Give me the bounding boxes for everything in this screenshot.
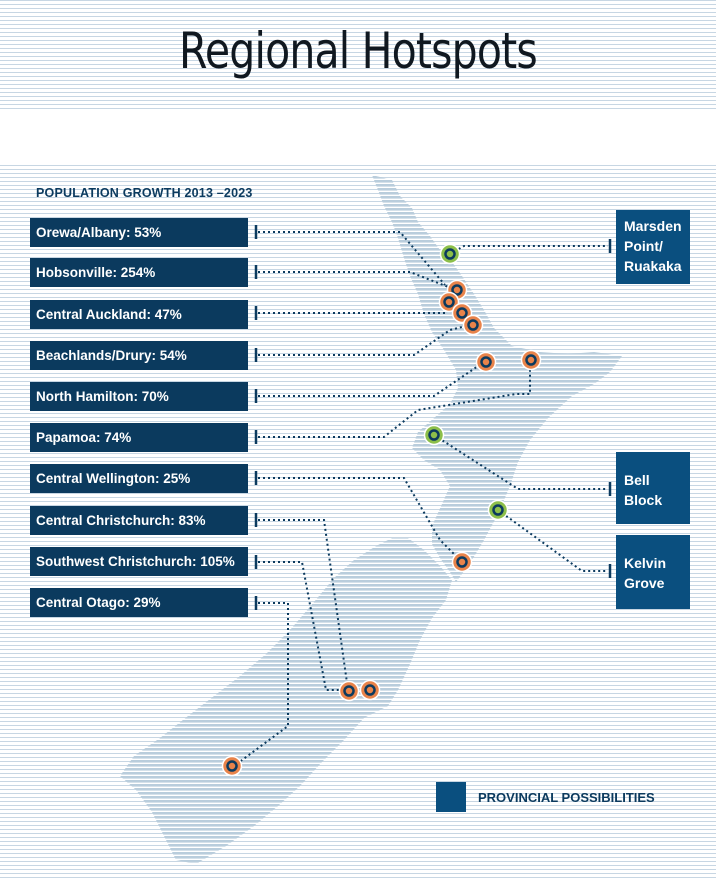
label-southwest-christchurch: Southwest Christchurch: 105% bbox=[30, 547, 248, 576]
provincial-label-bell-block: Bell Block bbox=[616, 452, 690, 524]
marker-beachlands bbox=[462, 314, 484, 336]
marker-central-otago bbox=[221, 755, 243, 777]
label-orewa-albany: Orewa/Albany: 53% bbox=[30, 218, 248, 247]
leader-lines bbox=[233, 231, 608, 767]
marker-bell-block bbox=[423, 424, 445, 446]
provincial-label-kelvin-grove: Kelvin Grove bbox=[616, 535, 690, 609]
label-north-hamilton: North Hamilton: 70% bbox=[30, 382, 248, 411]
leader-line-kelvin-grove bbox=[497, 509, 608, 572]
provincial-label-line: Bell bbox=[624, 472, 650, 488]
south-island-shape bbox=[120, 538, 452, 864]
provincial-label-line: Ruakaka bbox=[624, 258, 682, 274]
label-central-wellington: Central Wellington: 25% bbox=[30, 464, 248, 493]
chart-subtitle: POPULATION GROWTH 2013 –2023 bbox=[36, 186, 253, 200]
label-beachlands-drury: Beachlands/Drury: 54% bbox=[30, 341, 248, 370]
leader-line-hobsonville bbox=[258, 271, 457, 291]
label-hobsonville: Hobsonville: 254% bbox=[30, 258, 248, 287]
marker-central-christchurch bbox=[359, 679, 381, 701]
leader-line-marsden bbox=[449, 245, 608, 255]
provincial-label-line: Grove bbox=[624, 575, 665, 591]
label-papamoa: Papamoa: 74% bbox=[30, 423, 248, 452]
provincial-label-line: Block bbox=[624, 492, 663, 508]
provincial-label-line: Marsden bbox=[624, 218, 682, 234]
north-island-shape bbox=[372, 175, 622, 582]
legend-swatch bbox=[436, 782, 466, 812]
label-central-christchurch: Central Christchurch: 83% bbox=[30, 506, 248, 535]
title-background-stripes bbox=[0, 0, 716, 112]
page-title: Regional Hotspots bbox=[179, 22, 538, 80]
leader-line-central-otago bbox=[233, 602, 289, 767]
marker-kelvin-grove bbox=[487, 499, 509, 521]
provincial-label-marsden-point: Marsden Point/ Ruakaka bbox=[616, 210, 690, 284]
provincial-label-line: Kelvin bbox=[624, 555, 667, 571]
provincial-markers bbox=[423, 243, 509, 521]
leader-line-southwest-christchurch bbox=[258, 561, 352, 691]
leader-line-orewa bbox=[258, 231, 446, 286]
leader-line-endcaps bbox=[254, 225, 612, 610]
marker-southwest-christchurch bbox=[338, 680, 360, 702]
leader-line-papamoa bbox=[258, 360, 531, 438]
marker-north-hamilton bbox=[475, 351, 497, 373]
leader-line-north-hamilton bbox=[258, 361, 485, 397]
label-central-otago: Central Otago: 29% bbox=[30, 588, 248, 617]
leader-line-central-christchurch bbox=[258, 519, 349, 691]
legend-label: PROVINCIAL POSSIBILITIES bbox=[478, 790, 655, 805]
marker-marsden-point bbox=[439, 243, 461, 265]
marker-central-wellington bbox=[451, 551, 473, 573]
provincial-label-line: Point/ bbox=[624, 238, 663, 254]
marker-papamoa bbox=[520, 349, 542, 371]
label-central-auckland: Central Auckland: 47% bbox=[30, 300, 248, 329]
leader-line-central-wellington bbox=[258, 477, 463, 563]
marker-orewa bbox=[438, 291, 460, 313]
metro-hotspot-markers bbox=[221, 279, 542, 777]
